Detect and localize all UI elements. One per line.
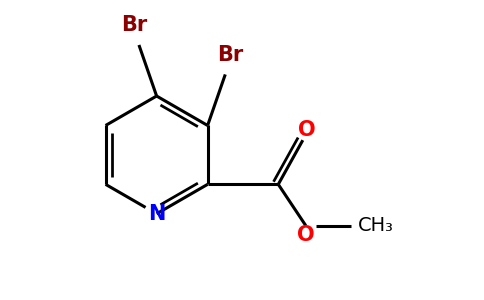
Text: CH₃: CH₃ — [358, 216, 393, 235]
Text: Br: Br — [121, 15, 147, 35]
Text: Br: Br — [217, 45, 243, 64]
Text: O: O — [298, 120, 316, 140]
Text: O: O — [297, 225, 315, 245]
Text: N: N — [148, 204, 166, 224]
